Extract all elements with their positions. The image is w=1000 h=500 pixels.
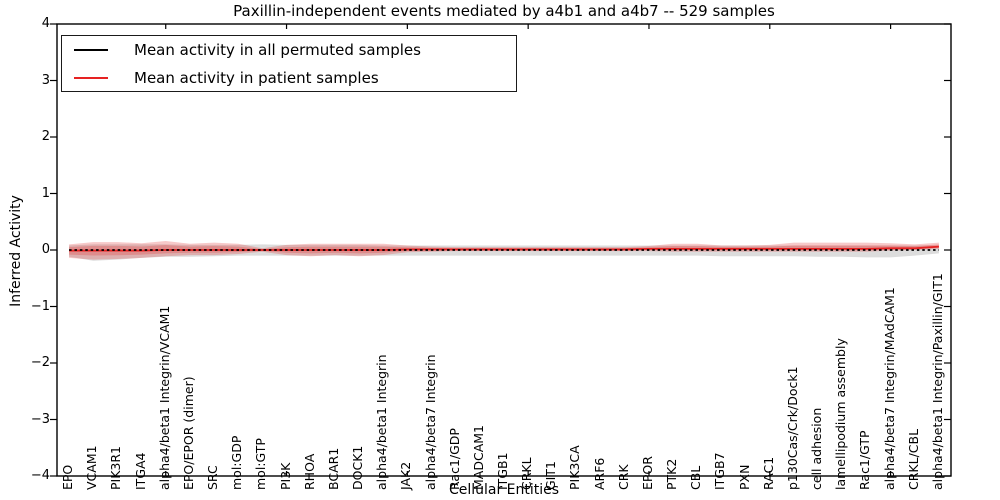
x-tick-label: CRKL [519,457,535,490]
legend: Mean activity in all permuted samples Me… [61,35,517,92]
x-tick-label: alpha4/beta7 Integrin [422,354,438,490]
y-tick-label: −1 [30,298,50,314]
x-tick-label: EPO [60,464,76,490]
x-tick-label: VCAM1 [84,445,100,490]
y-tick-label: 2 [41,129,50,144]
x-tick-label: JAK2 [398,461,414,490]
x-tick-label: ITGB1 [495,452,510,490]
x-tick-label: ITGA4 [132,452,148,490]
y-tick-label: −3 [30,411,50,427]
y-tick-label: 0 [41,242,50,257]
x-tick-label: alpha4/beta7 Integrin/MAdCAM1 [881,287,897,490]
x-tick-label: CRKL/CBL [905,428,921,490]
chart-title: Paxillin-independent events mediated by … [233,2,775,20]
y-tick-label: 4 [41,16,50,31]
x-tick-label: SRC [205,465,221,490]
legend-entry-permuted: Mean activity in all permuted samples [74,39,516,61]
x-tick-label: GIT1 [543,461,559,490]
x-tick-label: RAC1 [760,456,776,490]
y-tick-label: 1 [41,185,50,201]
x-tick-label: MADCAM1 [470,425,486,490]
x-tick-label: cell adhesion [809,407,825,490]
x-tick-label: alpha4/beta1 Integrin [374,354,390,490]
x-tick-label: CRK [615,464,631,490]
legend-label: Mean activity in patient samples [134,68,379,87]
x-tick-label: PTK2 [664,458,680,490]
x-tick-label: lamellipodium assembly [833,338,849,490]
x-tick-label: EPOR [639,456,655,490]
x-tick-label: mol:GTP [253,438,269,490]
x-tick-label: ARF6 [591,457,607,490]
x-tick-label: p130Cas/Crk/Dock1 [784,366,800,490]
x-tick-label: PIK3CA [567,445,583,490]
y-tick-label: −4 [30,468,50,483]
y-tick-label: 3 [41,72,50,88]
x-axis-label: Cellular Entities [448,482,560,498]
legend-label: Mean activity in all permuted samples [134,40,421,59]
x-tick-label: Rac1/GDP [446,428,462,490]
x-tick-label: CBL [688,465,704,490]
x-tick-label: alpha4/beta1 Integrin/VCAM1 [156,305,172,490]
x-tick-label: alpha4/beta1 Integrin/Paxillin/GIT1 [929,273,945,490]
x-tick-label: DOCK1 [350,445,366,490]
x-tick-label: BCAR1 [325,447,341,490]
y-tick-label: −2 [30,355,50,370]
x-tick-label: PXN [736,464,752,490]
x-tick-label: Rac1/GTP [857,430,873,490]
x-tick-label: mol:GDP [229,435,245,490]
legend-entry-patient: Mean activity in patient samples [74,67,516,89]
legend-line-sample-red [74,76,108,79]
legend-line-sample-black [74,48,108,51]
x-tick-label: RHOA [301,453,317,490]
x-tick-label: PIK3R1 [108,445,124,490]
x-tick-label: EPO/EPOR (dimer) [180,376,196,490]
x-tick-label: PI3K [277,462,293,490]
x-tick-label: ITGB7 [712,452,728,490]
